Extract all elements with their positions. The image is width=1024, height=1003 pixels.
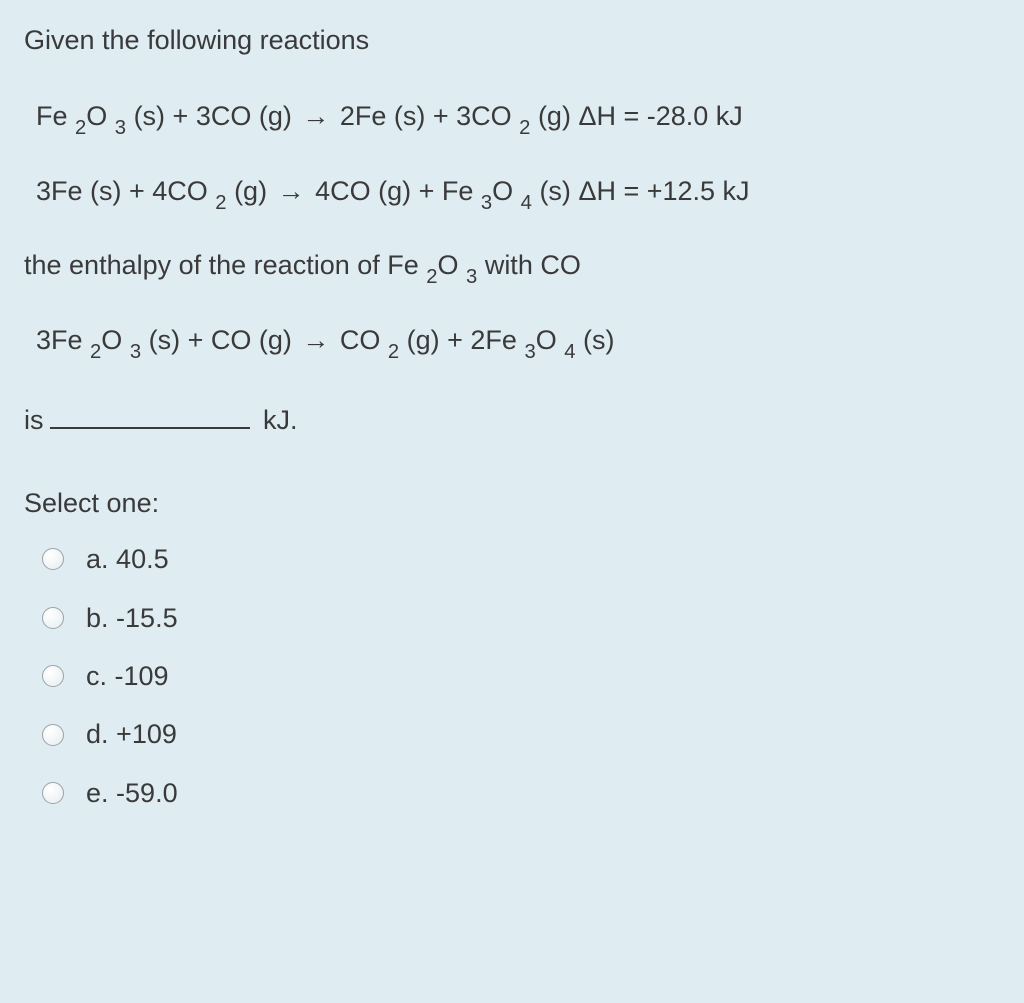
reaction-1-lhs: Fe 2O 3 (s) + 3CO (g) (36, 101, 292, 131)
question-prefix: the enthalpy of the reaction of Fe (24, 250, 426, 280)
options-group: a. 40.5 b. -15.5 c. -109 d. +109 e. -59.… (24, 541, 1000, 811)
radio-c[interactable] (42, 665, 64, 687)
reaction-1-delta: ΔH = -28.0 kJ (578, 101, 742, 131)
question-line: the enthalpy of the reaction of Fe 2O 3 … (24, 247, 1000, 283)
fill-suffix: kJ. (256, 405, 298, 435)
target-lhs: 3Fe 2O 3 (s) + CO (g) (36, 325, 292, 355)
fill-line: is kJ. (24, 402, 1000, 438)
question-suffix: with CO (477, 250, 581, 280)
target-rhs: CO 2 (g) + 2Fe 3O 4 (s) (332, 325, 614, 355)
question-sub1: 2 (426, 266, 437, 288)
arrow-icon: → (278, 173, 305, 209)
radio-d[interactable] (42, 724, 64, 746)
option-a-label: a. 40.5 (86, 541, 169, 577)
option-e-label: e. -59.0 (86, 775, 178, 811)
question-sub2: 3 (466, 266, 477, 288)
radio-a[interactable] (42, 548, 64, 570)
option-d-label: d. +109 (86, 716, 177, 752)
reaction-2-delta: ΔH = +12.5 kJ (578, 176, 749, 206)
option-a[interactable]: a. 40.5 (42, 541, 1000, 577)
fill-prefix: is (24, 405, 44, 435)
reaction-2: 3Fe (s) + 4CO 2 (g) → 4CO (g) + Fe 3O 4 … (24, 173, 1000, 209)
arrow-icon: → (302, 322, 329, 358)
option-c-label: c. -109 (86, 658, 169, 694)
intro-text: Given the following reactions (24, 22, 1000, 58)
option-c[interactable]: c. -109 (42, 658, 1000, 694)
reaction-2-rhs: 4CO (g) + Fe 3O 4 (s) (308, 176, 571, 206)
select-one-label: Select one: (24, 485, 1000, 521)
option-b[interactable]: b. -15.5 (42, 600, 1000, 636)
question-mid: O (438, 250, 467, 280)
reaction-1-rhs: 2Fe (s) + 3CO 2 (g) (332, 101, 571, 131)
reaction-2-lhs: 3Fe (s) + 4CO 2 (g) (36, 176, 267, 206)
radio-b[interactable] (42, 607, 64, 629)
option-e[interactable]: e. -59.0 (42, 775, 1000, 811)
option-b-label: b. -15.5 (86, 600, 178, 636)
answer-blank (50, 402, 250, 429)
reaction-1: Fe 2O 3 (s) + 3CO (g) → 2Fe (s) + 3CO 2 … (24, 98, 1000, 134)
radio-e[interactable] (42, 782, 64, 804)
target-reaction: 3Fe 2O 3 (s) + CO (g) → CO 2 (g) + 2Fe 3… (24, 322, 1000, 358)
option-d[interactable]: d. +109 (42, 716, 1000, 752)
arrow-icon: → (302, 98, 329, 134)
